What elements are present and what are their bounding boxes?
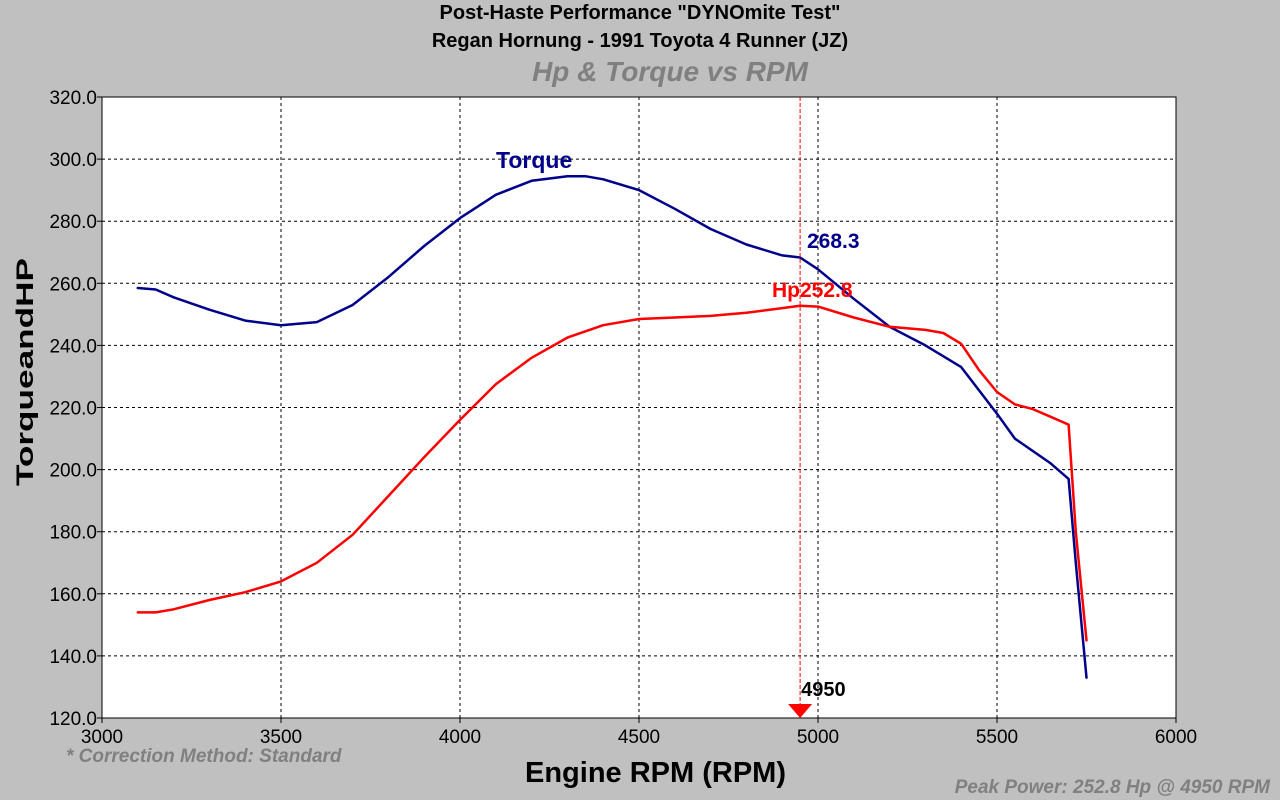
x-tick-label: 5500 — [976, 727, 1018, 748]
annotations: 4950 268.3 Hp252.8 Torque — [496, 97, 860, 718]
grid-lines — [102, 97, 1176, 718]
series-line-torque — [136, 174, 1088, 679]
x-tick-label: 5000 — [797, 727, 839, 748]
y-axis-label: TorqueandHP — [12, 258, 39, 486]
torque-cursor-value: 268.3 — [807, 230, 860, 253]
y-tick-label: 140.0 — [49, 647, 97, 668]
rpm-cursor-label: 4950 — [801, 679, 846, 701]
peak-power-note: Peak Power: 252.8 Hp @ 4950 RPM — [954, 777, 1270, 798]
y-tick-label: 160.0 — [49, 585, 97, 606]
y-axis-ticks: 120.0 140.0 160.0 180.0 200.0 220.0 240.0 260.0… — [49, 88, 102, 730]
x-tick-label: 4000 — [439, 727, 481, 748]
y-tick-label: 320.0 — [49, 88, 97, 109]
rpm-cursor-marker[interactable] — [788, 704, 813, 718]
chart-subtitle: Hp & Torque vs RPM — [532, 56, 808, 87]
x-tick-label: 3000 — [81, 727, 123, 748]
x-tick-label: 4500 — [618, 727, 660, 748]
x-tick-label: 6000 — [1155, 727, 1197, 748]
y-tick-label: 200.0 — [49, 461, 97, 482]
correction-method-note: * Correction Method: Standard — [66, 746, 342, 767]
y-tick-label: 220.0 — [49, 399, 97, 420]
hp-cursor-value: Hp252.8 — [772, 279, 853, 302]
series-label-torque: Torque — [496, 147, 572, 173]
series-line-hp — [136, 304, 1088, 642]
chart-title-line-2: Regan Hornung - 1991 Toyota 4 Runner (JZ… — [431, 30, 849, 52]
x-axis-label: Engine RPM (RPM) — [525, 757, 786, 789]
series-group — [136, 174, 1088, 679]
y-tick-label: 240.0 — [49, 336, 97, 357]
y-tick-label: 120.0 — [49, 709, 97, 730]
y-tick-label: 280.0 — [49, 212, 97, 233]
y-tick-label: 300.0 — [49, 150, 97, 171]
x-tick-label: 3500 — [260, 727, 302, 748]
chart-title-line-1: Post-Haste Performance "DYNOmite Test" — [439, 2, 841, 24]
x-axis-ticks: 3000 3500 4000 4500 5000 5500 6000 — [81, 718, 1197, 748]
y-tick-label: 260.0 — [49, 274, 97, 295]
y-tick-label: 180.0 — [49, 523, 97, 544]
